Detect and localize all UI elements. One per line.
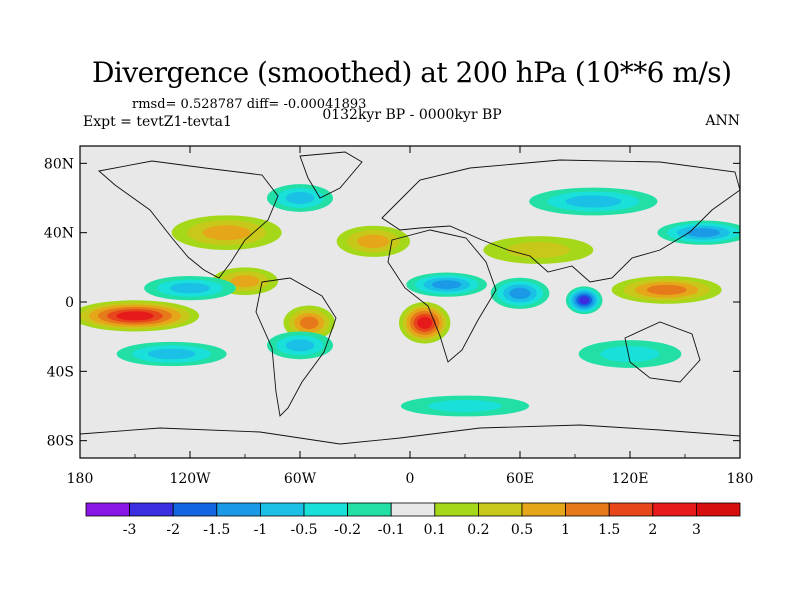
x-tick-label: 60W <box>284 471 317 487</box>
divergence-feature-0 <box>80 300 200 332</box>
colorbar-label: 3 <box>692 522 701 538</box>
divergence-feature-5 <box>565 286 603 315</box>
divergence-feature-6 <box>406 272 487 297</box>
contour-level <box>170 282 210 294</box>
colorbar-box <box>565 502 610 517</box>
colorbar-box <box>172 502 218 517</box>
season-label: ANN <box>704 113 740 129</box>
contour-level <box>600 346 660 362</box>
colorbar-box <box>347 502 392 517</box>
experiment-label: Expt = tevtZ1-tevta1 <box>83 114 232 130</box>
y-tick-label: 40S <box>47 364 74 380</box>
contour-level <box>646 284 687 295</box>
coastline-australia <box>624 321 701 383</box>
colorbar-label: 1.5 <box>598 522 620 538</box>
contour-level <box>686 228 720 238</box>
divergence-feature-12 <box>116 341 227 367</box>
contour-level <box>357 234 390 249</box>
coastline-europe-asia <box>381 159 740 283</box>
coastline-antarctica <box>80 424 740 445</box>
x-tick-label: 180 <box>727 471 754 487</box>
y-tick-label: 40N <box>44 226 74 242</box>
divergence-feature-14 <box>267 184 333 212</box>
y-tick-label: 80S <box>47 434 74 450</box>
contour-level <box>299 316 319 330</box>
coastlines <box>80 151 740 445</box>
colorbar-box <box>608 502 654 517</box>
divergence-feature-17 <box>336 225 411 257</box>
y-tick-label: 0 <box>65 295 74 311</box>
divergence-feature-3 <box>611 276 722 304</box>
colorbar-label: 0.5 <box>511 522 533 538</box>
colorbar-box <box>521 502 566 517</box>
colorbar-box <box>303 502 348 517</box>
map-area <box>80 146 740 458</box>
colorbar-box <box>390 502 436 517</box>
colorbar-box <box>477 502 523 517</box>
coastline-greenland <box>299 151 363 199</box>
colorbar: -3 -2 -1.5 -1 -0.5 -0.2 -0.1 0.1 0.2 0.5 1 1.5 2 3 <box>85 502 741 538</box>
coastline-south-america <box>255 277 337 417</box>
x-tick-label: 60E <box>506 471 534 487</box>
contour-level <box>509 287 531 299</box>
divergence-feature-1 <box>399 302 451 344</box>
colorbar-box <box>652 502 697 517</box>
contour-level <box>147 348 196 360</box>
coastline-north-america <box>98 160 279 279</box>
colorbar-label: -1 <box>254 522 268 538</box>
divergence-feature-8 <box>144 276 236 301</box>
chart-title: Divergence (smoothed) at 200 hPa (10**6 … <box>92 56 732 89</box>
y-tick-label: 80N <box>44 156 74 172</box>
colorbar-label: -3 <box>123 522 137 538</box>
divergence-feature-9 <box>171 215 282 251</box>
contour-level <box>230 275 260 288</box>
divergence-feature-18 <box>400 395 530 417</box>
colorbar-box <box>216 502 261 517</box>
divergence-feature-2 <box>283 305 335 341</box>
colorbar-label: 1 <box>561 522 570 538</box>
contour-level <box>202 225 251 241</box>
contour-level <box>116 311 154 321</box>
divergence-feature-11 <box>267 331 333 360</box>
x-axis: 180 120W 60W 0 60E 120E 180 <box>67 146 754 487</box>
divergence-feature-13 <box>578 340 682 368</box>
x-tick-label: 120W <box>169 471 211 487</box>
divergence-feature-7 <box>490 277 550 309</box>
colorbar-label: -0.2 <box>334 522 361 538</box>
contour-level <box>578 296 590 305</box>
colorbar-label: -2 <box>166 522 180 538</box>
contour-level <box>285 339 315 352</box>
colorbar-box <box>434 502 479 517</box>
contour-level <box>432 280 462 290</box>
period-label: 0132kyr BP - 0000kyr BP <box>322 107 501 123</box>
stats-text: rmsd= 0.528787 diff= -0.00041893 <box>132 97 366 112</box>
contour-level <box>428 400 502 412</box>
divergence-feature-15 <box>529 187 658 216</box>
colorbar-label: -1.5 <box>203 522 230 538</box>
colorbar-box <box>129 502 174 517</box>
colorbar-label: 2 <box>648 522 657 538</box>
colorbar-label: -0.1 <box>378 522 405 538</box>
colorbar-box <box>696 502 741 517</box>
coastline-africa <box>387 229 497 363</box>
contour-level <box>417 316 433 329</box>
x-tick-label: 0 <box>406 471 415 487</box>
x-tick-label: 120E <box>612 471 649 487</box>
contour-level <box>506 242 570 258</box>
contour-level <box>285 191 315 205</box>
y-axis: 80N 40N 0 40S 80S <box>44 156 740 450</box>
colorbar-label: 0.2 <box>467 522 489 538</box>
x-tick-label: 180 <box>67 471 94 487</box>
colorbar-box <box>259 502 305 517</box>
divergence-feature-10 <box>483 236 594 264</box>
contour-level <box>565 195 622 208</box>
colorbar-label: -0.5 <box>291 522 318 538</box>
colorbar-box <box>85 502 130 517</box>
colorbar-label: 0.1 <box>424 522 446 538</box>
